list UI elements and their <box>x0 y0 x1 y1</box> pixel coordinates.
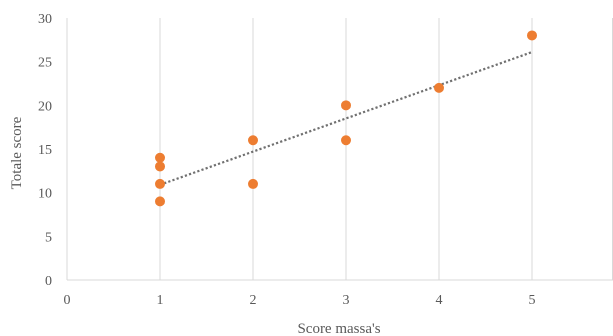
y-tick-label: 0 <box>45 274 52 289</box>
y-tick-label: 20 <box>38 99 52 114</box>
axis-layer <box>66 18 613 281</box>
tick-labels: 0 5 10 15 20 25 30 0 1 2 3 4 5 <box>38 12 536 308</box>
x-tick-label: 5 <box>529 293 536 308</box>
y-tick-label: 30 <box>38 12 52 27</box>
data-point <box>341 100 351 111</box>
y-tick-label: 25 <box>38 56 52 71</box>
data-point <box>434 82 444 93</box>
data-point <box>155 196 165 207</box>
x-tick-label: 0 <box>64 293 71 308</box>
y-axis-title: Totale score <box>9 116 25 189</box>
data-point <box>248 135 258 146</box>
data-points <box>155 30 537 207</box>
data-point <box>527 30 537 41</box>
x-tick-label: 2 <box>250 293 257 308</box>
data-point <box>155 152 165 163</box>
y-tick-label: 15 <box>38 143 52 158</box>
data-point <box>248 178 258 189</box>
data-point <box>155 161 165 172</box>
x-tick-label: 1 <box>157 293 164 308</box>
y-tick-label: 5 <box>45 230 52 245</box>
x-tick-label: 3 <box>343 293 350 308</box>
y-tick-label: 10 <box>38 187 52 202</box>
x-axis-title: Score massa's <box>297 321 380 336</box>
grid-layer <box>159 18 613 280</box>
data-point <box>341 135 351 146</box>
data-point <box>155 178 165 189</box>
x-tick-label: 4 <box>436 293 443 308</box>
